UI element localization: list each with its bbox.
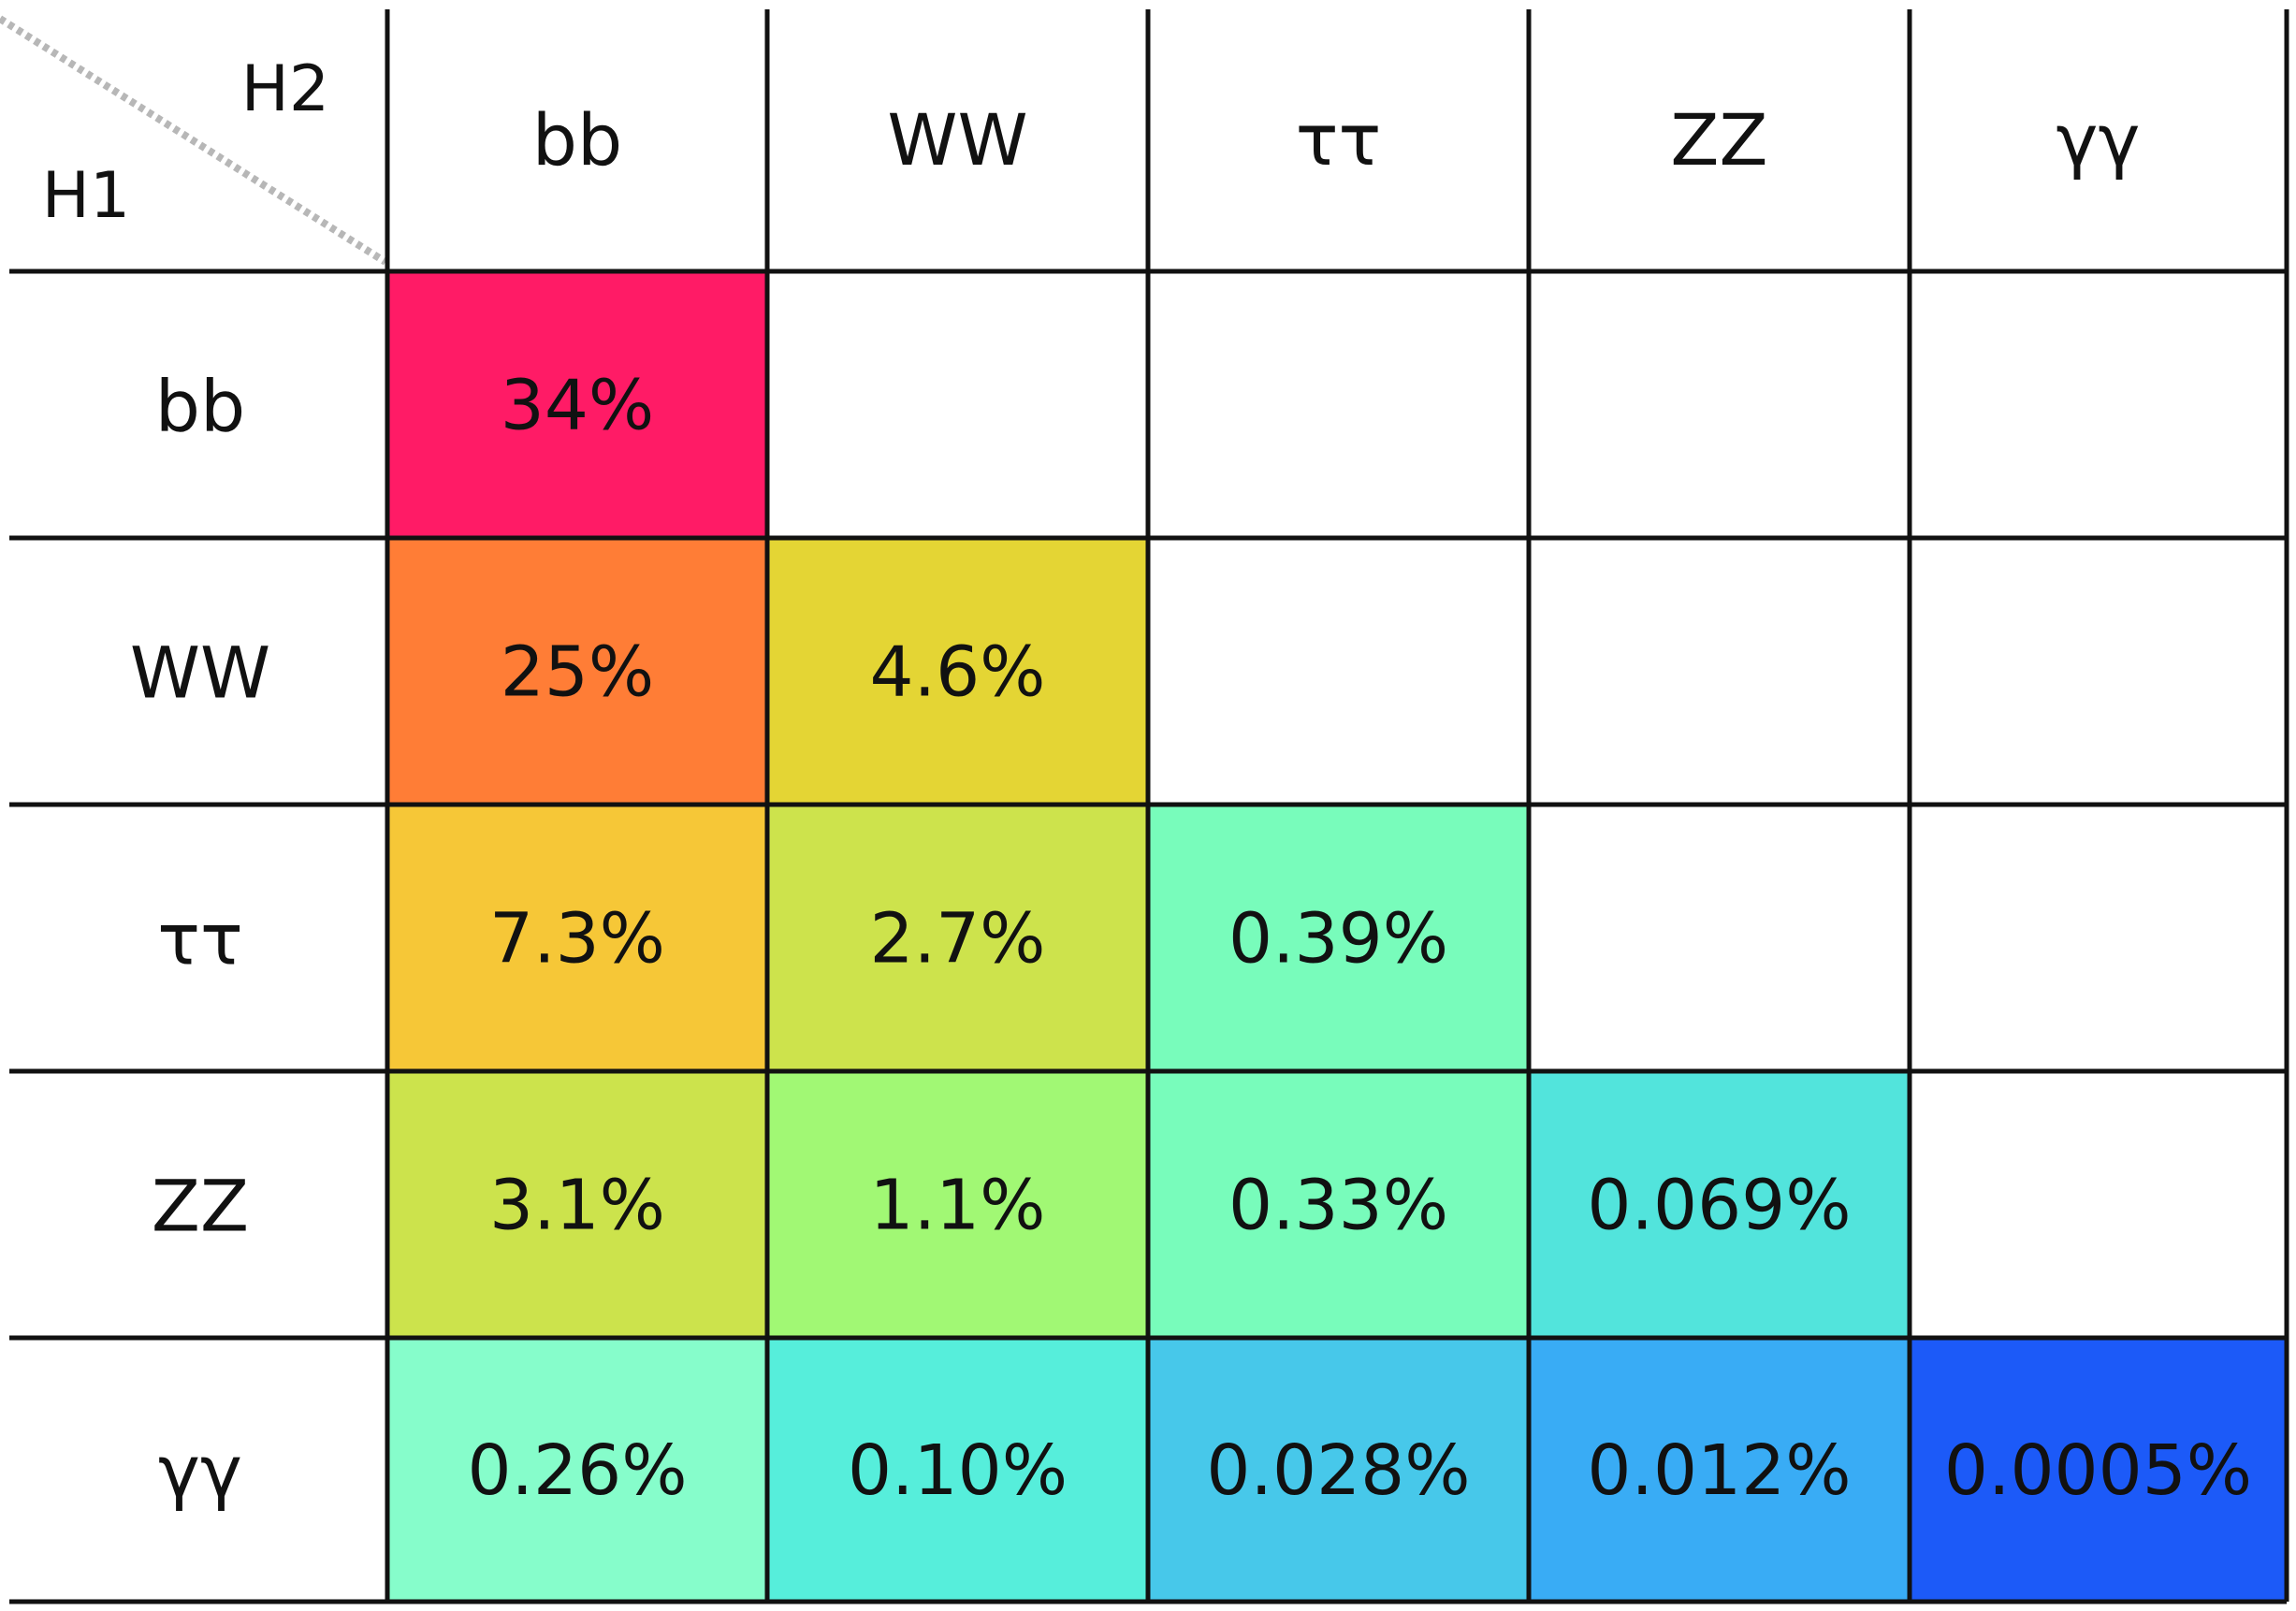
- cell-value-label: 3.1%: [489, 1166, 665, 1246]
- cell-value-labels: 34% 25% 4.6% 7.3% 2.7% 0.39% 3.1% 1.1% 0.33% 0.06…: [467, 366, 2252, 1512]
- heatmap-cell: [1910, 1338, 2287, 1602]
- cell-value-label: 4.6%: [870, 632, 1046, 713]
- heatmap-cells: [387, 271, 2287, 1602]
- heatmap-cell: [387, 538, 767, 805]
- corner-diagonal-divider: [0, 15, 388, 266]
- heatmap-cell: [767, 1338, 1148, 1602]
- heatmap-cell: [1529, 1071, 1910, 1338]
- cell-value-label: 34%: [501, 366, 654, 446]
- cell-value-label: 0.012%: [1587, 1430, 1851, 1511]
- heatmap-cell: [1148, 1338, 1529, 1602]
- heatmap-cell: [1148, 538, 1529, 805]
- heatmap-cell: [1529, 538, 1910, 805]
- column-label-ww: WW: [887, 98, 1027, 181]
- heatmap-cell: [387, 805, 767, 1071]
- cell-value-label: 0.33%: [1228, 1166, 1448, 1246]
- heatmap-cell: [767, 538, 1148, 805]
- heatmap-cell: [1910, 271, 2287, 538]
- heatmap-cell: [387, 271, 767, 538]
- heatmap-cell: [387, 1338, 767, 1602]
- heatmap-cell: [1148, 805, 1529, 1071]
- row-axis-label: H1: [42, 159, 130, 233]
- heatmap-cell: [767, 805, 1148, 1071]
- cell-value-label: 7.3%: [489, 899, 665, 980]
- row-label-ww: WW: [130, 631, 270, 715]
- column-label-gammagamma: γγ: [2056, 98, 2141, 181]
- heatmap-cell: [1910, 538, 2287, 805]
- heatmap-cell: [1910, 1071, 2287, 1338]
- cell-value-label: 2.7%: [870, 899, 1046, 980]
- row-label-bb: bb: [155, 365, 245, 448]
- row-label-tautau: ττ: [157, 898, 243, 981]
- cell-value-label: 0.069%: [1587, 1166, 1851, 1246]
- column-axis-label: H2: [241, 52, 329, 126]
- heatmap-cell: [1148, 271, 1529, 538]
- column-labels: bb WW ττ ZZ γγ: [532, 98, 2141, 181]
- heatmap-cell: [1148, 1071, 1529, 1338]
- heatmap-cell: [1910, 805, 2287, 1071]
- heatmap-cell: [767, 1071, 1148, 1338]
- row-label-zz: ZZ: [152, 1165, 249, 1248]
- row-label-gammagamma: γγ: [158, 1430, 242, 1513]
- row-labels: bb WW ττ ZZ γγ: [130, 365, 270, 1514]
- cell-value-label: 1.1%: [870, 1166, 1046, 1246]
- heatmap-cell: [1529, 271, 1910, 538]
- table-gridlines: [9, 9, 2289, 1604]
- column-label-zz: ZZ: [1670, 98, 1767, 181]
- heatmap-cell: [387, 1071, 767, 1338]
- heatmap-cell: [1529, 1338, 1910, 1602]
- cell-value-label: 0.10%: [848, 1430, 1068, 1511]
- heatmap-cell: [1529, 805, 1910, 1071]
- cell-value-label: 0.39%: [1228, 899, 1448, 980]
- cell-value-label: 0.0005%: [1944, 1430, 2252, 1511]
- column-label-bb: bb: [532, 98, 622, 181]
- column-label-tautau: ττ: [1296, 98, 1382, 181]
- heatmap-cell: [767, 271, 1148, 538]
- cell-value-label: 25%: [501, 632, 654, 713]
- cell-value-label: 0.028%: [1206, 1430, 1470, 1511]
- cell-value-label: 0.26%: [467, 1430, 687, 1511]
